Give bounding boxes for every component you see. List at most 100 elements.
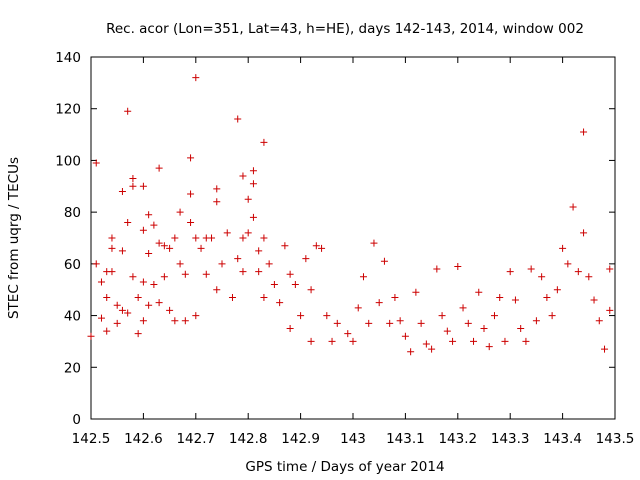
data-point-marker [92, 159, 100, 167]
data-point-marker [108, 268, 116, 276]
data-point-marker [490, 312, 498, 320]
y-tick-label: 0 [72, 412, 81, 428]
data-point-marker [92, 260, 100, 268]
data-point-marker [255, 268, 263, 276]
data-point-marker [97, 314, 105, 322]
data-point-marker [181, 270, 189, 278]
data-point-marker [286, 325, 294, 332]
data-point-marker [580, 229, 588, 237]
data-point-marker [187, 190, 195, 198]
data-point-marker [118, 187, 126, 195]
data-point-marker [480, 325, 488, 332]
data-point-marker [270, 281, 278, 289]
data-point-marker [118, 306, 126, 314]
x-tick-label: 142.7 [176, 431, 215, 447]
data-point-marker [218, 260, 226, 268]
data-point-marker [449, 337, 457, 345]
data-point-marker [192, 74, 200, 82]
data-point-marker [129, 182, 137, 190]
data-point-marker [150, 281, 158, 289]
data-point-marker [192, 234, 200, 242]
data-point-marker [118, 247, 126, 255]
data-point-marker [155, 164, 163, 172]
data-point-marker [375, 299, 383, 307]
data-point-marker [150, 221, 158, 229]
x-tick-label: 142.6 [124, 431, 163, 447]
data-point-marker [601, 345, 609, 353]
data-point-marker [459, 304, 467, 312]
y-tick-label: 80 [64, 205, 81, 221]
data-point-marker [595, 317, 603, 325]
data-point-marker [145, 211, 153, 219]
data-point-marker [386, 319, 394, 327]
data-point-marker [286, 270, 294, 278]
chart-title: Rec. acor (Lon=351, Lat=43, h=HE), days … [106, 21, 584, 37]
data-point-marker [428, 345, 436, 353]
data-point-marker [145, 301, 153, 309]
data-point-marker [234, 255, 242, 263]
data-point-marker [187, 218, 195, 226]
data-point-marker [234, 115, 242, 123]
data-point-marker [344, 330, 352, 338]
data-point-marker [160, 242, 168, 250]
data-point-marker [171, 317, 179, 325]
data-point-marker [454, 262, 462, 270]
data-point-marker [129, 175, 137, 183]
data-point-marker [354, 304, 362, 312]
data-point-marker [249, 180, 257, 188]
data-point-marker [559, 244, 567, 252]
data-point-marker [103, 327, 111, 335]
data-point-marker [496, 293, 504, 301]
data-point-marker [302, 255, 310, 263]
data-point-marker [433, 265, 441, 273]
data-point-marker [412, 288, 420, 296]
data-point-marker [380, 257, 388, 265]
x-tick-label: 142.8 [229, 431, 268, 447]
data-point-marker [501, 337, 509, 345]
data-point-marker [260, 138, 268, 146]
data-point-marker [365, 319, 373, 327]
data-point-marker [97, 278, 105, 286]
data-point-marker [249, 167, 257, 175]
data-point-marker [370, 239, 378, 247]
data-point-marker [124, 218, 132, 226]
y-axis: 0 20 40 60 80 100 120 140 [55, 50, 615, 428]
y-tick-label: 140 [55, 50, 81, 66]
data-point-marker [108, 234, 116, 242]
data-point-marker [475, 288, 483, 296]
data-point-marker [590, 296, 598, 304]
data-point-marker [197, 244, 205, 252]
data-point-marker [202, 270, 210, 278]
data-point-marker [134, 330, 142, 338]
y-tick-label: 60 [64, 257, 81, 273]
data-points [87, 74, 614, 356]
data-point-marker [318, 244, 326, 252]
data-point-marker [574, 268, 582, 276]
data-point-marker [517, 325, 525, 332]
data-point-marker [260, 293, 268, 301]
data-point-marker [244, 229, 252, 237]
data-point-marker [485, 343, 493, 351]
data-point-marker [249, 213, 257, 221]
data-point-marker [580, 128, 588, 136]
data-point-marker [443, 327, 451, 335]
y-tick-label: 40 [64, 309, 81, 325]
x-tick-label: 143.4 [543, 431, 582, 447]
data-point-marker [464, 319, 472, 327]
data-point-marker [538, 273, 546, 281]
data-point-marker [532, 317, 540, 325]
x-tick-label: 143.1 [386, 431, 425, 447]
data-point-marker [244, 195, 252, 203]
data-point-marker [155, 299, 163, 307]
data-point-marker [166, 244, 174, 252]
data-point-marker [124, 309, 132, 317]
data-point-marker [113, 301, 121, 309]
data-point-marker [139, 317, 147, 325]
data-point-marker [281, 242, 289, 250]
data-point-marker [260, 234, 268, 242]
data-point-marker [606, 265, 614, 273]
data-point-marker [276, 299, 284, 307]
x-tick-label: 142.5 [72, 431, 111, 447]
data-point-marker [255, 247, 263, 255]
x-tick-label: 143.3 [491, 431, 530, 447]
